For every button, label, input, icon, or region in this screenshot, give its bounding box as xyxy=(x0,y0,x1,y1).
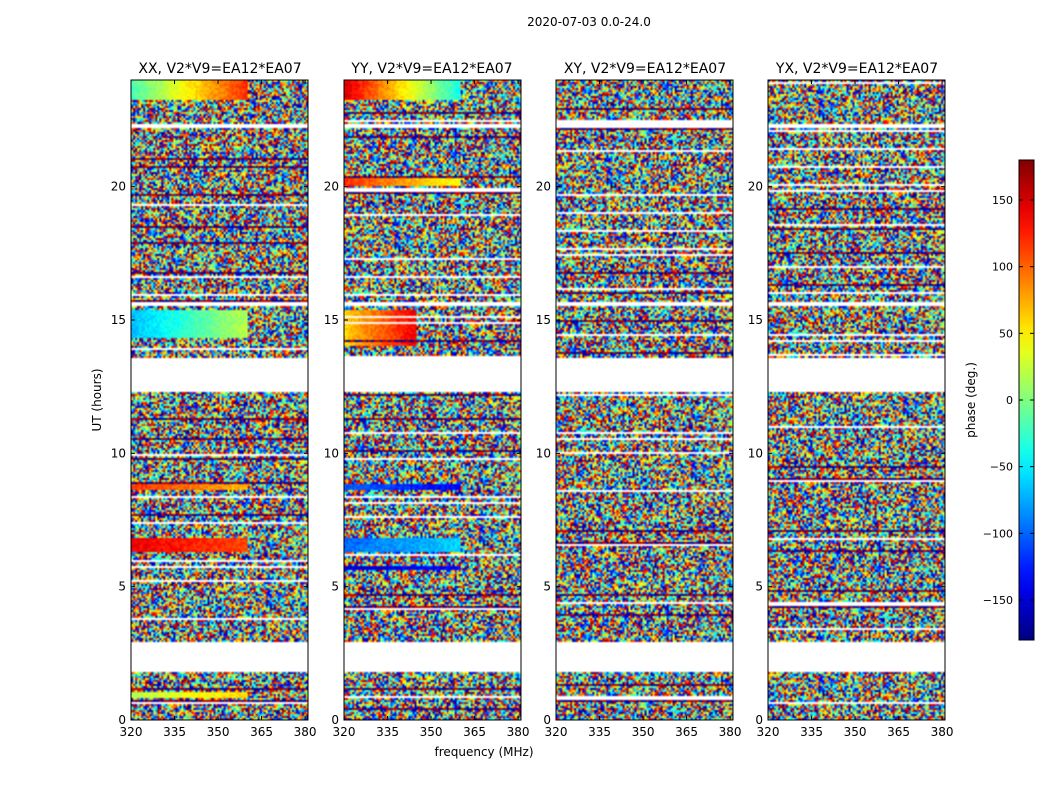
x-tick-label: 380 xyxy=(719,725,742,739)
x-tick-label: 335 xyxy=(800,725,823,739)
panel-title-xx: XX, V2*V9=EA12*EA07 xyxy=(138,61,301,77)
y-tick-label: 5 xyxy=(118,580,126,594)
y-axis-label: UT (hours) xyxy=(90,368,104,431)
panel-frame xyxy=(130,79,309,721)
y-tick-label: 20 xyxy=(324,180,339,194)
x-tick-label: 350 xyxy=(632,725,655,739)
x-tick-label: 380 xyxy=(507,725,530,739)
panel-yy: YY, V2*V9=EA12*EA07 320 335 350 365 380 0 5 10 1… xyxy=(324,61,530,739)
x-tick-label: 380 xyxy=(294,725,317,739)
phase-heatmap-image xyxy=(344,80,521,720)
y-tick-label: 5 xyxy=(755,580,763,594)
x-tick-label: 320 xyxy=(120,725,143,739)
y-tick-label: 10 xyxy=(111,446,126,460)
phase-heatmap-image xyxy=(768,80,945,720)
x-tick-label: 350 xyxy=(844,725,867,739)
panel-frame xyxy=(343,79,522,721)
x-tick-label: 320 xyxy=(757,725,780,739)
panel-title-yy: YY, V2*V9=EA12*EA07 xyxy=(350,61,512,77)
x-axis-label: frequency (MHz) xyxy=(434,745,533,759)
phase-heatmap-image xyxy=(556,80,733,720)
x-tick-label: 365 xyxy=(250,725,273,739)
y-tick-label: 15 xyxy=(324,313,339,327)
x-tick-label: 320 xyxy=(545,725,568,739)
y-tick-label: 20 xyxy=(111,180,126,194)
colorbar-tick-label: 0 xyxy=(1006,394,1013,407)
y-tick-label: 15 xyxy=(111,313,126,327)
y-tick-label: 10 xyxy=(536,446,551,460)
panel-frame xyxy=(767,79,946,721)
colorbar-tick-label: 100 xyxy=(992,261,1013,274)
x-tick-label: 365 xyxy=(463,725,486,739)
y-tick-label: 20 xyxy=(536,180,551,194)
panel-title-xy: XY, V2*V9=EA12*EA07 xyxy=(564,61,726,77)
colorbar-tick-label: 150 xyxy=(992,194,1013,207)
y-tick-label: 10 xyxy=(324,446,339,460)
panel-frame xyxy=(555,79,734,721)
panel-title-yx: YX, V2*V9=EA12*EA07 xyxy=(775,61,938,77)
colorbar-tick-label: 50 xyxy=(999,327,1013,340)
x-tick-label: 335 xyxy=(163,725,186,739)
colorbar-label: phase (deg.) xyxy=(964,362,978,438)
colorbar: 150 100 50 0 −50 −100 −150 xyxy=(983,159,1035,641)
panel-xy: XY, V2*V9=EA12*EA07 320 335 350 365 380 0 5 10 1… xyxy=(536,61,742,739)
colorbar-tick-label: −100 xyxy=(983,527,1013,540)
colorbar-tick-label: −50 xyxy=(990,461,1013,474)
y-tick-label: 5 xyxy=(543,580,551,594)
figure-suptitle: 2020-07-03 0.0-24.0 xyxy=(527,15,651,29)
colorbar-tick-label: −150 xyxy=(983,594,1013,607)
y-tick-label: 0 xyxy=(118,713,126,727)
y-tick-label: 0 xyxy=(331,713,339,727)
y-tick-label: 15 xyxy=(536,313,551,327)
x-tick-label: 335 xyxy=(588,725,611,739)
x-tick-label: 320 xyxy=(333,725,356,739)
y-tick-label: 5 xyxy=(331,580,339,594)
phase-heatmap-image xyxy=(131,80,308,720)
x-tick-label: 380 xyxy=(931,725,954,739)
y-tick-label: 0 xyxy=(543,713,551,727)
x-tick-label: 350 xyxy=(207,725,230,739)
y-tick-label: 10 xyxy=(748,446,763,460)
panel-yx: YX, V2*V9=EA12*EA07 320 335 350 365 380 0 5 10 1… xyxy=(748,61,954,739)
x-tick-label: 365 xyxy=(887,725,910,739)
x-tick-label: 335 xyxy=(376,725,399,739)
y-tick-label: 15 xyxy=(748,313,763,327)
x-tick-label: 365 xyxy=(675,725,698,739)
x-tick-label: 350 xyxy=(420,725,443,739)
panel-xx: XX, V2*V9=EA12*EA07 320 335 350 365 380 0 5 10 1… xyxy=(111,61,317,739)
y-tick-label: 20 xyxy=(748,180,763,194)
y-tick-label: 0 xyxy=(755,713,763,727)
